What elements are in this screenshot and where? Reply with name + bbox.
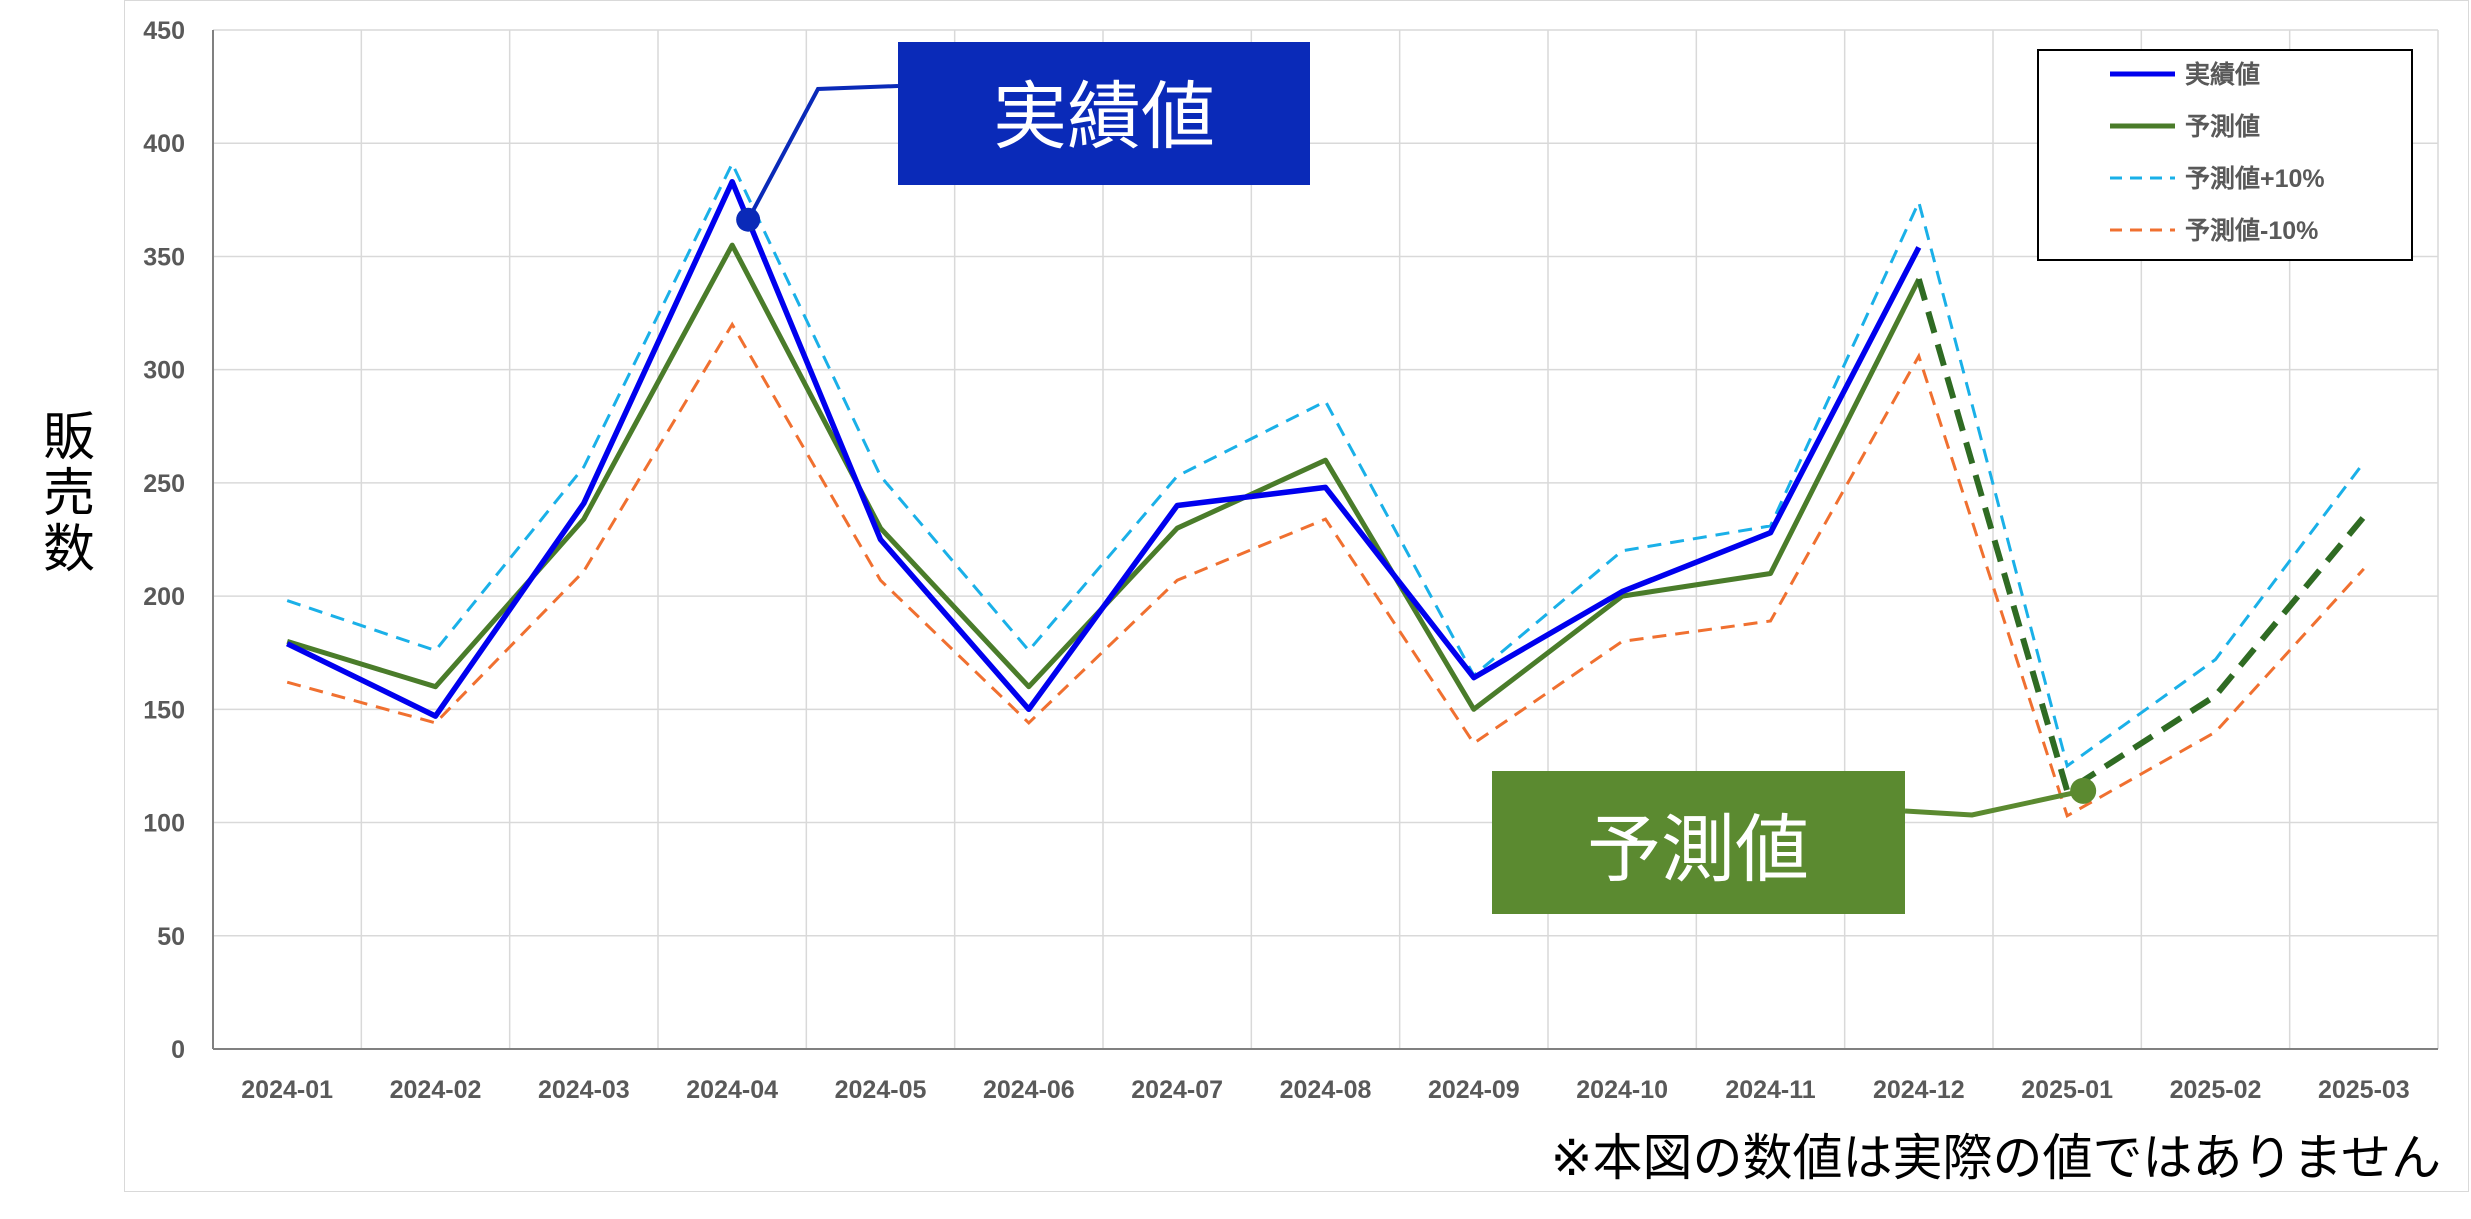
x-tick-label: 2024-01	[241, 1076, 333, 1104]
y-tick-label: 200	[143, 583, 185, 611]
y-tick-label: 300	[143, 357, 185, 385]
x-tick-label: 2024-03	[538, 1076, 630, 1104]
x-tick-label: 2024-08	[1280, 1076, 1372, 1104]
legend-entry-label: 予測値-10%	[2185, 217, 2318, 245]
series-layer	[285, 160, 2367, 819]
x-tick-label: 2024-06	[983, 1076, 1075, 1104]
disclaimer-note: ※本図の数値は実際の値ではありません	[1550, 1129, 2441, 1187]
x-tick-label: 2024-10	[1576, 1076, 1668, 1104]
callout-actual-dot	[736, 207, 761, 232]
x-tick-label: 2025-03	[2318, 1076, 2410, 1104]
callout-forecast-dot	[2070, 777, 2097, 804]
x-tick-label: 2024-05	[835, 1076, 927, 1104]
y-tick-label: 0	[171, 1036, 185, 1064]
legend-entry-label: 予測値	[2185, 113, 2260, 141]
x-tick-label: 2025-01	[2021, 1076, 2113, 1104]
series-line-forecast-future	[1915, 278, 2367, 796]
callout-forecast-leader	[1904, 788, 2084, 818]
callout-forecast-box	[1492, 771, 1905, 914]
y-axis-label: 販売数	[42, 408, 95, 580]
y-tick-label: 400	[143, 130, 185, 158]
gridlines	[212, 29, 2439, 1049]
x-tick-label: 2024-09	[1428, 1076, 1520, 1104]
x-tick-label: 2024-07	[1131, 1076, 1223, 1104]
legend-entry-label: 実績値	[2185, 60, 2260, 89]
x-tick-label: 2025-02	[2170, 1076, 2262, 1104]
y-tick-label: 50	[157, 923, 185, 951]
y-tick-label: 150	[143, 696, 185, 724]
callout-actual-box	[898, 42, 1310, 185]
y-tick-label: 250	[143, 470, 185, 498]
series-line-minus10	[286, 321, 2365, 819]
y-tick-label: 450	[143, 17, 185, 45]
legend-entry-label: 予測値+10%	[2185, 165, 2325, 193]
legend-box	[2037, 49, 2413, 261]
x-tick-label: 2024-11	[1725, 1076, 1815, 1104]
x-tick-label: 2024-12	[1873, 1076, 1965, 1104]
y-tick-label: 100	[143, 810, 185, 838]
callout-forecast-label: 予測値	[1587, 808, 1809, 891]
y-tick-label: 350	[143, 243, 185, 271]
callout-actual-label: 実績値	[993, 75, 1215, 158]
chart-frame	[124, 0, 2469, 1192]
axes: 0 50 100 150 200 250 300 350 400 450 2024-01 2024-0…	[143, 17, 2438, 1104]
series-line-actual	[285, 178, 1922, 719]
x-tick-label: 2024-02	[390, 1076, 482, 1104]
x-tick-label: 2024-04	[686, 1076, 778, 1104]
callout-actual-leader	[746, 84, 899, 221]
